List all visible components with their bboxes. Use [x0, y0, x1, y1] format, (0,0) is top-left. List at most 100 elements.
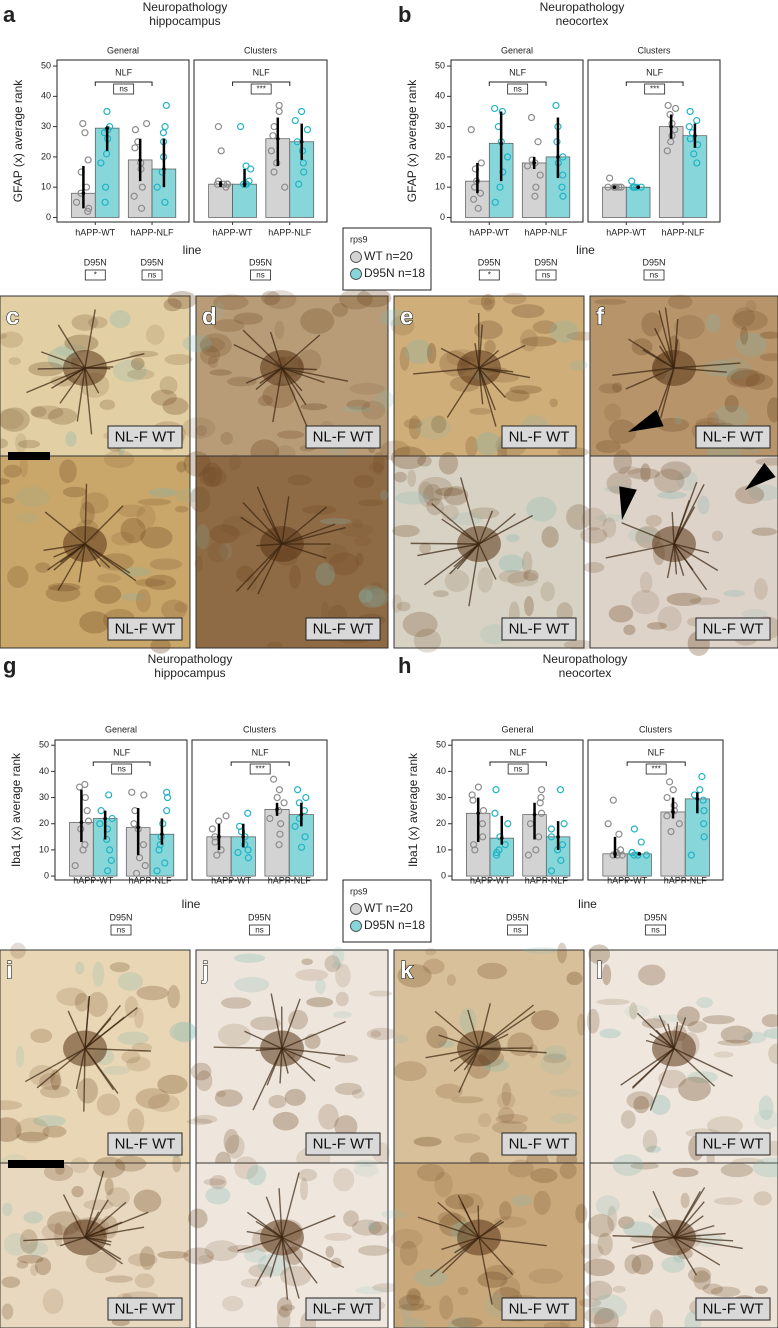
- tissue-texture: [162, 397, 189, 415]
- data-point: [85, 204, 93, 212]
- tissue-texture: [657, 606, 682, 632]
- tissue-texture: [391, 594, 402, 613]
- tissue-texture: [674, 415, 683, 425]
- tissue-texture: [333, 1011, 352, 1019]
- mean-point: [299, 812, 304, 817]
- panel-title: Neuropathology: [143, 0, 228, 14]
- cell-process: [84, 1236, 123, 1265]
- tissue-texture: [334, 1082, 362, 1095]
- tissue-texture: [354, 1286, 389, 1295]
- test-box: [643, 269, 665, 281]
- data-point: [629, 183, 637, 191]
- tissue-texture: [602, 964, 612, 986]
- tissue-texture: [99, 399, 116, 410]
- tissue-texture: [62, 486, 88, 498]
- tissue-texture: [217, 1023, 252, 1047]
- cell-process: [281, 367, 303, 392]
- data-point: [538, 786, 546, 794]
- tissue-texture: [205, 1186, 231, 1205]
- tissue-texture: [710, 1286, 741, 1298]
- cell-process: [621, 522, 675, 545]
- panel-letter: j: [201, 957, 209, 984]
- tissue-texture: [687, 1071, 719, 1084]
- tissue-texture: [543, 1045, 567, 1060]
- tissue-texture: [726, 367, 760, 388]
- mean-point: [218, 182, 223, 186]
- micrograph-label-box: [305, 617, 381, 641]
- tissue-texture: [612, 382, 623, 393]
- tissue-texture: [93, 1156, 126, 1178]
- tissue-texture: [451, 1317, 483, 1328]
- tissue-texture: [79, 611, 111, 634]
- data-point: [531, 192, 539, 200]
- cell-process: [84, 1201, 127, 1239]
- panel-letter: f: [596, 303, 605, 330]
- data-point: [552, 101, 560, 110]
- cell-process: [417, 1216, 480, 1239]
- test-result: ns: [650, 271, 658, 280]
- mean-point: [671, 810, 675, 814]
- tissue-texture: [175, 488, 202, 503]
- tissue-texture: [328, 552, 360, 576]
- x-tick-label: hAPP-WT: [469, 227, 510, 237]
- cell-process: [281, 543, 327, 559]
- tissue-texture: [81, 492, 109, 514]
- tissue-texture: [96, 573, 121, 583]
- data-point: [637, 838, 645, 846]
- tissue-texture: [331, 303, 348, 318]
- panel-subtitle: hippocampus: [149, 14, 220, 28]
- tissue-texture: [131, 1042, 153, 1053]
- tissue-texture: [16, 512, 38, 524]
- tissue-texture: [687, 1267, 712, 1283]
- tissue-texture: [423, 958, 445, 975]
- tissue-texture: [392, 1034, 409, 1044]
- cell-process: [673, 1237, 698, 1276]
- comparison-label: NLF: [115, 67, 133, 77]
- tissue-texture: [1, 1303, 14, 1320]
- tissue-texture: [3, 1232, 28, 1256]
- tissue-texture: [117, 504, 146, 518]
- x-tick-label: hAPP-WT: [213, 227, 254, 237]
- tissue-texture: [748, 484, 778, 501]
- tissue-texture: [559, 1162, 577, 1179]
- data-point: [664, 101, 672, 110]
- cell-process: [246, 543, 283, 591]
- micrograph-label: NL-F WT: [313, 1300, 374, 1317]
- comparison-bracket: [232, 81, 291, 86]
- tissue-texture: [183, 1247, 215, 1265]
- comparison-label: NLF: [252, 747, 270, 757]
- tissue-texture: [526, 496, 557, 522]
- tissue-texture: [550, 1112, 578, 1124]
- cell-process: [642, 349, 675, 369]
- comparison-box: [250, 83, 272, 95]
- micrograph-label-box: [501, 1297, 577, 1321]
- data-point: [247, 165, 255, 173]
- cell-process: [40, 351, 86, 369]
- x-axis-label: line: [576, 243, 595, 257]
- tissue-texture: [653, 468, 685, 493]
- data-point: [84, 207, 92, 216]
- tissue-texture: [30, 405, 64, 420]
- micrograph-label-box: [501, 1132, 577, 1156]
- cell-process: [673, 543, 710, 554]
- comparison-bracket: [488, 81, 547, 86]
- panel-subtitle: neocortex: [559, 666, 612, 680]
- micrograph-label-box: [107, 1132, 183, 1156]
- tissue-texture: [475, 432, 502, 456]
- tissue-texture: [418, 476, 453, 501]
- legend-swatch: [350, 920, 362, 932]
- cell-process: [478, 1237, 514, 1276]
- cell-process: [413, 367, 480, 375]
- cell-process: [67, 1010, 86, 1049]
- facet-title: Clusters: [637, 45, 671, 55]
- tissue-texture: [85, 1251, 117, 1274]
- test-result: ns: [513, 926, 521, 935]
- cell-process: [84, 1048, 115, 1091]
- tissue-texture: [358, 499, 383, 507]
- cell-process: [245, 367, 283, 384]
- tissue-texture: [477, 567, 493, 593]
- data-point: [101, 183, 110, 191]
- tissue-texture: [136, 505, 156, 530]
- tissue-texture: [403, 418, 423, 429]
- tissue-texture: [624, 1004, 650, 1019]
